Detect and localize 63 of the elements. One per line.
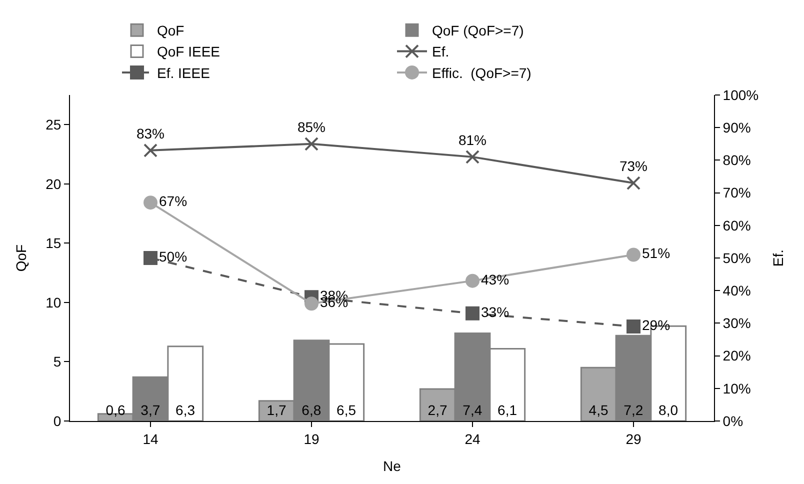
data-label: 67% bbox=[159, 193, 188, 210]
data-label: 7,4 bbox=[462, 402, 482, 418]
data-label: 3,7 bbox=[140, 402, 160, 418]
data-label: 8,0 bbox=[658, 402, 678, 418]
point bbox=[304, 136, 318, 151]
data-label: 7,2 bbox=[624, 402, 644, 418]
y2-tick-label: 60% bbox=[722, 217, 751, 234]
data-label: 1,7 bbox=[266, 402, 286, 418]
y2-tick-label: 0% bbox=[722, 412, 744, 429]
y2-tick-label: 70% bbox=[722, 184, 751, 201]
x-tick-label: 14 bbox=[142, 430, 158, 447]
legend-label: QoF bbox=[157, 22, 184, 39]
point bbox=[626, 176, 640, 190]
data-label: 73% bbox=[619, 158, 648, 174]
y2-tick-label: 90% bbox=[722, 120, 751, 136]
data-label: 29% bbox=[642, 316, 670, 333]
data-label: 33% bbox=[481, 304, 510, 320]
y-tick-label: 10 bbox=[46, 294, 62, 310]
point bbox=[466, 150, 480, 164]
y2-tick-label: 10% bbox=[722, 380, 751, 396]
y-tick-label: 20 bbox=[46, 176, 62, 192]
data-label: 6,3 bbox=[176, 402, 196, 418]
y2-tick-label: 40% bbox=[722, 282, 751, 298]
data-label: 83% bbox=[136, 125, 165, 142]
x-axis-title: Ne bbox=[383, 458, 402, 474]
y2-tick-label: 50% bbox=[722, 250, 751, 266]
data-label: 43% bbox=[481, 271, 510, 288]
data-label: 0,6 bbox=[106, 402, 126, 418]
y-tick-label: 25 bbox=[46, 116, 62, 133]
y2-tick-label: 20% bbox=[722, 348, 751, 364]
y-tick-label: 15 bbox=[46, 235, 62, 252]
legend-label: Ef. IEEE bbox=[157, 64, 210, 81]
point bbox=[144, 251, 158, 265]
point bbox=[626, 319, 640, 334]
y2-tick-label: 30% bbox=[722, 315, 751, 332]
point bbox=[304, 296, 318, 311]
point bbox=[626, 248, 640, 262]
data-label: 2,7 bbox=[428, 402, 448, 418]
data-label: 6,1 bbox=[498, 402, 518, 418]
legend-label: Ef. bbox=[432, 44, 450, 60]
data-label: 85% bbox=[297, 118, 326, 135]
x-tick-label: 19 bbox=[304, 430, 320, 447]
legend-label: Effic. (QoF>=7) bbox=[432, 64, 532, 81]
point bbox=[144, 143, 158, 158]
point bbox=[466, 274, 480, 288]
y-axis-title: QoF bbox=[13, 244, 30, 272]
data-label: 6,8 bbox=[302, 402, 322, 418]
data-label: 81% bbox=[458, 132, 487, 148]
data-label: 51% bbox=[642, 245, 670, 262]
y2-axis-title: Ef. bbox=[770, 249, 786, 267]
data-label: 6,5 bbox=[336, 402, 356, 418]
data-label: 4,5 bbox=[588, 402, 608, 418]
point bbox=[144, 196, 158, 210]
y-tick-label: 5 bbox=[53, 354, 62, 370]
y2-tick-label: 80% bbox=[722, 152, 751, 168]
x-tick-label: 29 bbox=[626, 430, 642, 447]
y-tick-label: 0 bbox=[53, 412, 62, 429]
legend-label: QoF (QoF>=7) bbox=[432, 22, 524, 39]
data-label: 50% bbox=[159, 248, 188, 264]
legend-label: QoF IEEE bbox=[157, 44, 220, 60]
point bbox=[466, 306, 480, 320]
y2-tick-label: 100% bbox=[722, 86, 759, 103]
x-tick-label: 24 bbox=[464, 430, 480, 447]
